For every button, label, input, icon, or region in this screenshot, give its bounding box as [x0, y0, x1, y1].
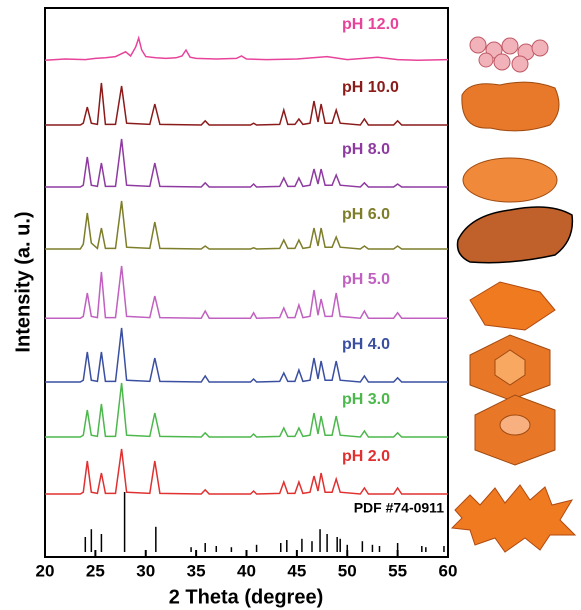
series-line — [45, 382, 448, 438]
series-label: pH 5.0 — [342, 271, 390, 288]
morphology-illustrations — [450, 36, 577, 553]
x-tick-label: 60 — [439, 561, 458, 580]
x-tick-label: 55 — [388, 561, 407, 580]
x-tick-label: 50 — [338, 561, 357, 580]
y-axis-title: Intensity (a. u.) — [12, 211, 34, 352]
series-line — [45, 82, 448, 126]
reference-label: PDF #74-0911 — [354, 500, 444, 516]
x-tick-label: 25 — [86, 561, 105, 580]
series-label: pH 6.0 — [342, 206, 390, 223]
series-line — [45, 138, 448, 188]
x-tick-label: 30 — [136, 561, 155, 580]
series-label: pH 2.0 — [342, 448, 390, 465]
series-line — [44, 35, 449, 61]
x-tick-label: 40 — [237, 561, 256, 580]
series-label: pH 12.0 — [342, 16, 399, 33]
x-tick-label: 45 — [287, 561, 306, 580]
x-tick-label: 35 — [187, 561, 206, 580]
series-label: pH 4.0 — [342, 336, 390, 353]
series-line — [45, 448, 448, 495]
series-line — [45, 327, 448, 383]
series-label: pH 3.0 — [342, 391, 390, 408]
series-line — [45, 200, 448, 250]
series-line — [45, 265, 448, 319]
x-tick-label: 20 — [36, 561, 55, 580]
series-label: pH 10.0 — [342, 79, 399, 96]
x-axis-title: 2 Theta (degree) — [169, 586, 323, 608]
series-label: pH 8.0 — [342, 141, 390, 158]
